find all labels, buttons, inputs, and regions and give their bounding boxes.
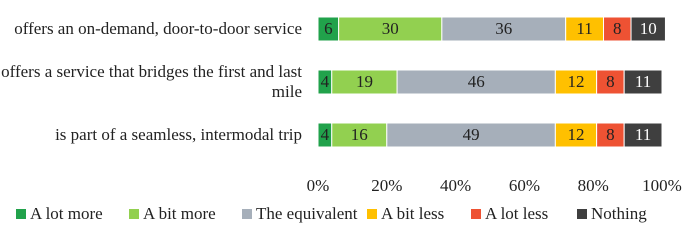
legend-swatch (367, 209, 377, 219)
bar-segment (630, 16, 666, 42)
legend-label: The equivalent (256, 204, 358, 223)
legend-swatch (471, 209, 481, 219)
legend-label: A bit more (143, 204, 216, 223)
data-label: 8 (613, 19, 622, 38)
bar-segment (396, 69, 556, 95)
bar-segment (623, 69, 663, 95)
bar-segment (338, 16, 443, 42)
legend-label: A bit less (381, 204, 444, 223)
bar-segment (441, 16, 567, 42)
legend-label: A lot less (485, 204, 548, 223)
data-label: 19 (356, 72, 373, 91)
data-label: 49 (463, 125, 480, 144)
data-label: 16 (351, 125, 368, 144)
data-label: 11 (635, 72, 651, 91)
y-tick-label: offers a service that bridges the first … (1, 61, 302, 101)
category-label-box: offers a service that bridges the first … (1, 61, 302, 101)
bar-segment (603, 16, 632, 42)
data-label: 11 (576, 19, 592, 38)
legend-swatch (577, 209, 587, 219)
data-label: 46 (468, 72, 485, 91)
legend-swatch (16, 209, 26, 219)
bar-segment (554, 122, 598, 148)
bar-segment (554, 69, 598, 95)
x-tick-label: 60% (509, 176, 540, 195)
data-label: 10 (640, 19, 657, 38)
category-label-box: is part of a seamless, intermodal trip (55, 124, 302, 144)
data-label: 6 (324, 19, 333, 38)
y-tick-label: offers an on-demand, door-to-door servic… (14, 18, 302, 38)
bar-segment (565, 16, 605, 42)
data-label: 12 (568, 125, 585, 144)
x-tick-label: 80% (578, 176, 609, 195)
legend-swatch (242, 209, 252, 219)
data-label: 12 (568, 72, 585, 91)
bar-segment (331, 69, 398, 95)
data-label: 30 (382, 19, 399, 38)
data-label: 4 (321, 72, 330, 91)
data-label: 4 (321, 125, 330, 144)
legend-swatch (129, 209, 139, 219)
x-tick-label: 20% (371, 176, 402, 195)
bar-segment (596, 69, 625, 95)
bar-segment (623, 122, 663, 148)
x-tick-label: 40% (440, 176, 471, 195)
data-label: 8 (606, 72, 615, 91)
data-label: 8 (606, 125, 615, 144)
legend-label: Nothing (591, 204, 647, 223)
chart: 0% 20% 40% 60% 80% 100% offers an on-demand, d… (1, 16, 682, 223)
category-label-box: offers an on-demand, door-to-door servic… (14, 18, 302, 38)
y-tick-label: is part of a seamless, intermodal trip (55, 124, 302, 144)
bar-segment (331, 122, 388, 148)
data-label: 11 (635, 125, 651, 144)
data-label: 36 (495, 19, 512, 38)
legend-label: A lot more (30, 204, 103, 223)
x-tick-label: 0% (307, 176, 330, 195)
x-tick-label: 100% (642, 176, 682, 195)
